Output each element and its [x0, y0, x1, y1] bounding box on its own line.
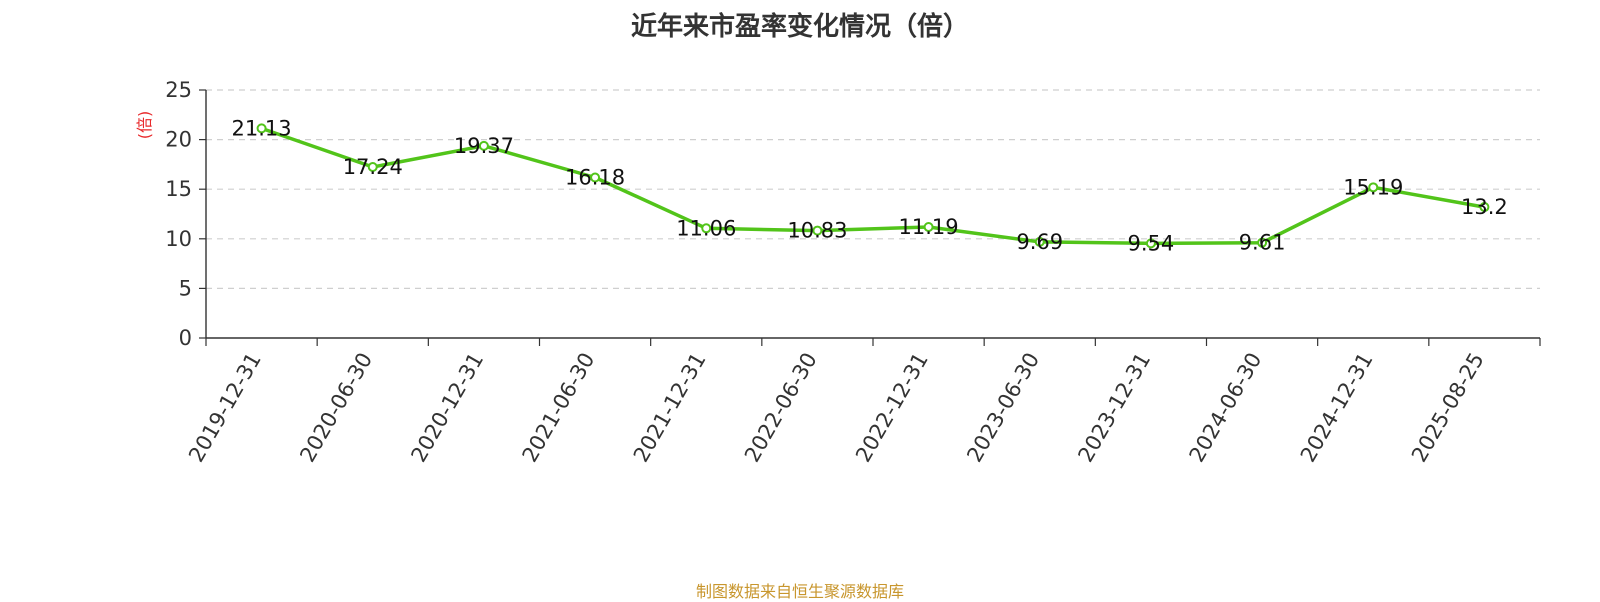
gridlines — [206, 89, 1540, 289]
x-tick-label: 2023-06-30 — [962, 349, 1044, 467]
chart-title: 近年来市盈率变化情况（倍） — [630, 12, 969, 42]
data-point — [590, 172, 601, 183]
data-point — [1368, 182, 1379, 193]
x-tick-label: 2022-06-30 — [740, 349, 822, 467]
data-labels: 21.13 17.24 19.37 16.18 11.06 10.83 11.19 9.69 9… — [232, 116, 1508, 255]
data-label: 17.24 — [343, 155, 403, 179]
data-point — [1479, 202, 1490, 213]
series-line-group — [261, 126, 1485, 246]
data-point — [1145, 238, 1156, 249]
data-label: 16.18 — [565, 165, 625, 189]
data-point — [478, 140, 489, 151]
x-tick-label: 2024-12-31 — [1296, 349, 1378, 467]
x-tick-label: 2019-12-31 — [184, 349, 266, 467]
data-point — [1257, 237, 1268, 248]
source-note: 制图数据来自恒生聚源数据库 — [695, 582, 904, 601]
data-point — [256, 123, 267, 134]
x-tick-label: 2021-06-30 — [518, 349, 600, 467]
data-label: 15.19 — [1343, 175, 1403, 199]
x-tick-label: 2025-08-25 — [1407, 349, 1489, 467]
data-label: 9.54 — [1128, 231, 1175, 255]
x-tick-label: 2024-06-30 — [1185, 349, 1267, 467]
data-label: 11.19 — [899, 215, 959, 239]
x-tick-label: 2021-12-31 — [629, 349, 711, 467]
x-tick-label: 2020-12-31 — [406, 348, 488, 466]
y-tick-label: 15 — [165, 177, 192, 201]
data-label: 13.2 — [1461, 195, 1508, 219]
x-tick-label: 2020-06-30 — [295, 349, 377, 467]
data-point — [367, 161, 378, 172]
data-point — [923, 221, 934, 232]
series-line — [261, 126, 1485, 246]
data-point — [1034, 236, 1045, 247]
y-tick-label: 20 — [165, 128, 192, 152]
y-tick-label: 0 — [179, 326, 192, 350]
y-tick-label: 5 — [179, 276, 192, 300]
data-point — [812, 225, 823, 236]
data-label: 9.69 — [1016, 230, 1063, 254]
data-point — [701, 223, 712, 234]
data-label: 21.13 — [232, 116, 292, 140]
data-points — [256, 123, 1490, 249]
x-tick-label: 2022-12-31 — [851, 348, 933, 466]
y-tick-label: 25 — [165, 78, 192, 102]
axes: 0 5 10 15 20 25 2019-12-31 2020-06-30 2020-12-31… — [165, 78, 1541, 467]
data-label: 19.37 — [454, 134, 514, 158]
x-tick-label: 2023-12-31 — [1073, 349, 1155, 467]
data-label: 9.61 — [1239, 231, 1286, 255]
data-label: 10.83 — [787, 219, 847, 243]
y-tick-label: 10 — [165, 227, 192, 251]
y-axis-unit-label: (倍) — [135, 111, 154, 140]
data-label: 11.06 — [676, 216, 736, 240]
